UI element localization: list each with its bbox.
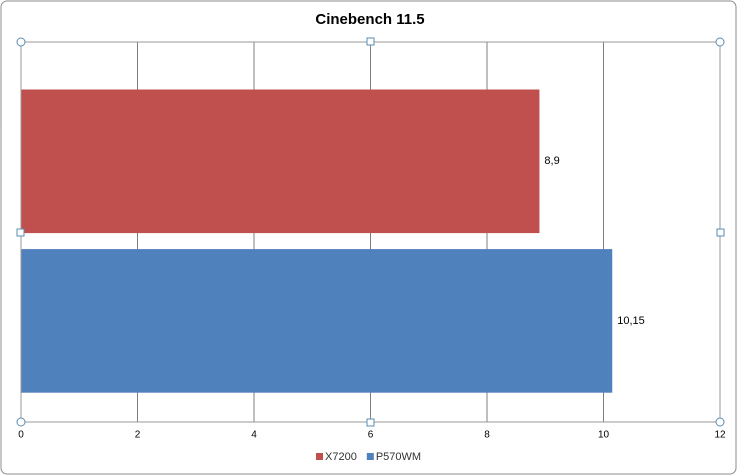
x-tick-label: 2 [135, 430, 141, 441]
value-label: 10,15 [617, 315, 645, 327]
x-tick-label: 4 [251, 430, 257, 441]
x-tick-label: 6 [368, 430, 374, 441]
value-label: 8,9 [544, 155, 559, 167]
selection-handles [16, 37, 725, 427]
legend-label: X7200 [325, 451, 357, 463]
legend-swatch [366, 453, 374, 460]
legend-swatch [316, 453, 323, 460]
bar [21, 249, 613, 393]
bar [21, 89, 540, 234]
x-tick-label: 12 [714, 430, 726, 441]
chart-title: Cinebench 11.5 [315, 11, 424, 28]
plot-area: 0 2 4 6 8 10 12 8,9 10,15 [18, 42, 726, 441]
x-tick-label: 8 [484, 430, 490, 441]
legend-label: P570WM [376, 451, 421, 463]
x-tick-label: 0 [18, 430, 24, 441]
x-tick-label: 10 [598, 430, 610, 441]
